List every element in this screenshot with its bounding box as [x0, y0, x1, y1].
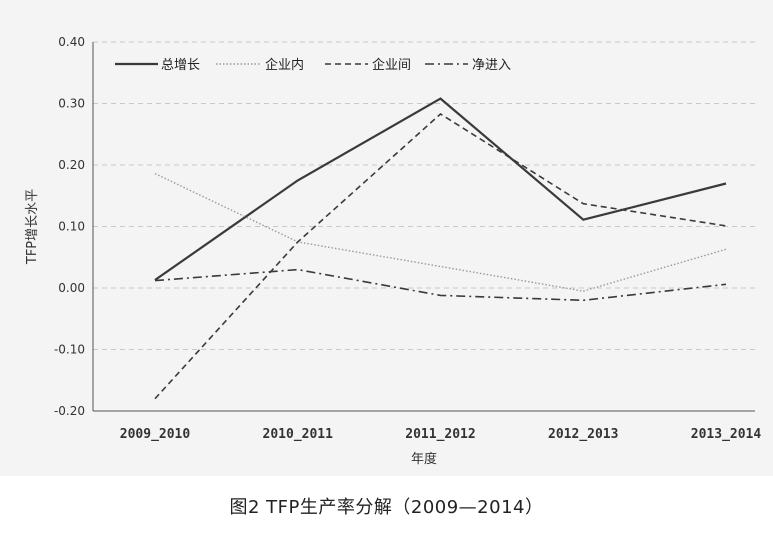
series-lines [154, 97, 727, 400]
axes [92, 42, 755, 412]
figure-caption: 图2 TFP生产率分解（2009—2014） [229, 497, 544, 518]
tfp-line-chart: -0.20 -0.10 0.00 0.10 0.20 0.30 0.40 2009_2010… [25, 35, 762, 467]
legend: 总增长 企业内 企业间 净进入 [115, 57, 511, 73]
y-axis-label: TFP增长水平 [25, 189, 40, 265]
x-tick-label: 2010_2011 [263, 427, 334, 442]
x-tick-label: 2012_2013 [548, 427, 618, 442]
series-line-dashed [154, 113, 727, 400]
series-line-dotted [154, 172, 727, 292]
x-tick-label: 2009_2010 [120, 427, 191, 442]
series-line-dashdot [154, 268, 727, 302]
y-tick-labels: -0.20 -0.10 0.00 0.10 0.20 0.30 0.40 [54, 35, 85, 418]
series-line-solid [154, 97, 727, 281]
legend-label: 企业间 [372, 57, 411, 73]
chart-panel: -0.20 -0.10 0.00 0.10 0.20 0.30 0.40 2009_2010… [0, 0, 773, 476]
y-tick-label: 0.20 [58, 158, 85, 172]
y-tick-label: -0.20 [54, 404, 85, 418]
x-tick-labels: 2009_2010 2010_2011 2011_2012 2012_2013 2013… [120, 427, 762, 442]
x-tick-label: 2013_2014 [691, 427, 762, 442]
gridlines [93, 41, 755, 350]
legend-label: 净进入 [472, 58, 511, 73]
y-tick-label: 0.00 [58, 281, 85, 295]
y-tick-label: 0.30 [58, 97, 85, 111]
y-tick-label: 0.40 [58, 35, 85, 49]
y-tick-label: -0.10 [54, 343, 85, 357]
x-axis-label: 年度 [411, 451, 437, 467]
legend-label: 总增长 [161, 58, 200, 73]
y-tick-label: 0.10 [58, 220, 85, 234]
legend-label: 企业内 [265, 57, 304, 73]
x-tick-label: 2011_2012 [405, 427, 475, 442]
